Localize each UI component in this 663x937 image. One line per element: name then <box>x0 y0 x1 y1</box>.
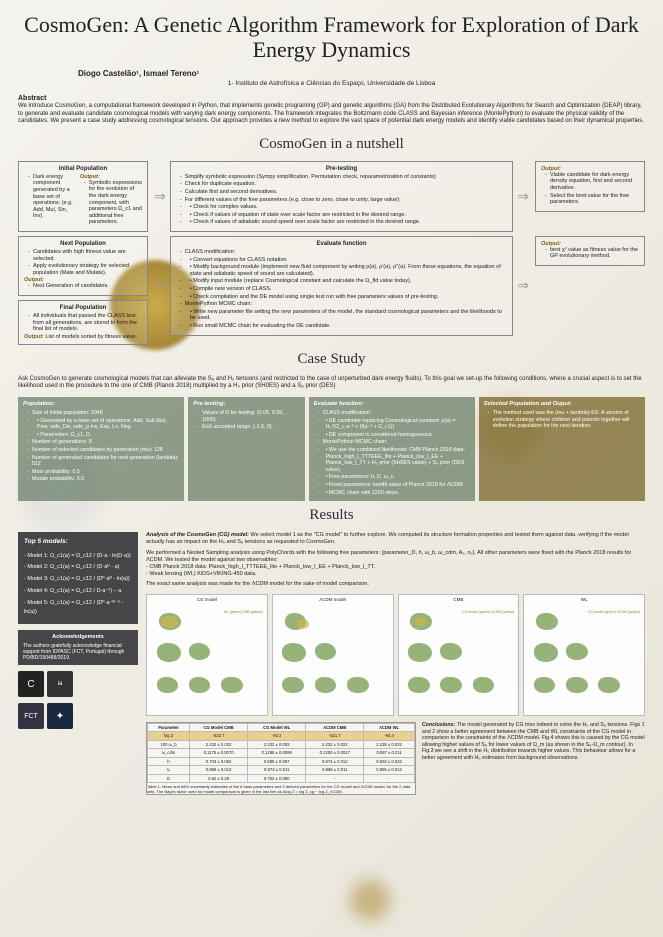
arrow-icon: ⇒ <box>154 161 166 232</box>
analysis-column: Analysis of the CosmoGen (CG) model: We … <box>146 532 645 795</box>
nextpop-output: Next Generation of candidates. <box>24 283 142 290</box>
nutshell-grid: Initial Population Dark energy component… <box>18 161 645 345</box>
case-pretesting: Pre-testing: Values of D for testing: (0… <box>188 397 304 502</box>
params-table: Parameter CG Model CMB CG Model WL ΛCDM … <box>146 722 416 795</box>
conclusions-label: Conclusions: <box>422 722 456 728</box>
finalpop-items: All individuals that passed the CLASS te… <box>24 313 142 333</box>
abstract-text: We introduce CosmoGen, a computational f… <box>18 103 645 126</box>
conclusions: Conclusions: The model generated by CG t… <box>422 722 645 795</box>
box-output-eval: Output: best χ² value as fitness value f… <box>535 236 645 266</box>
table-row: 100 ω_b2.232 ± 0.0222.232 ± 0.0022.232 ±… <box>148 740 415 748</box>
acknowledgements: Acknowledgements The authors gratefully … <box>18 630 138 665</box>
box-evaluate: Evaluate function CLASS modification: • … <box>170 236 514 336</box>
initpop-output: Symbolic expressions for the evolution o… <box>80 180 142 226</box>
model-item: - Model 1: Ω_c1(a) = Ω_c12 / (D·a - ln(D… <box>24 552 132 561</box>
model-item: - Model 2: Ω_c1(a) = Ω_c12 / (D·aᴰ - a) <box>24 563 132 572</box>
authors: Diogo Castelão¹, Ismael Tereno¹ <box>78 69 645 78</box>
case-population: Population: Size of Initial population: … <box>18 397 184 502</box>
table-row: ω_cdm0.1175 ± 0.00700.1296 ± 0.00980.120… <box>148 749 415 757</box>
box-pretesting: Pre-testing Simplify symbolic expression… <box>170 161 514 232</box>
case-box-title: Evaluate function: <box>314 401 470 408</box>
section-results: Results <box>18 507 645 524</box>
table-row: log Z-522.7-93.2-521.7-94.4 <box>148 732 415 740</box>
arrow-icon: ⇒ <box>154 236 166 336</box>
plot-legend: WL (green) CMB (yellow) <box>224 610 263 615</box>
table-row: h0.703 ± 0.0620.685 ± 0.0670.674 ± 0.012… <box>148 757 415 765</box>
logo-ciencias: C <box>18 671 44 697</box>
ack-text: The authors gratefully acknowledge finan… <box>23 643 133 661</box>
case-selected-output: Selected Population and Ouput: The metho… <box>479 397 645 502</box>
nextpop-items: Candidates with high fitness value are s… <box>24 249 142 276</box>
conclusions-text: The model generated by CG tries indeed t… <box>422 722 645 761</box>
case-pre-items: Values of D for testing: (0.05, 0.95, 10… <box>193 410 299 431</box>
arrow-icon: ⇒ <box>517 161 529 232</box>
corner-plot-wl: WL CG model (green) ΛCDM (yellow) <box>523 594 645 716</box>
table-caption: Table 1: Mean and 68% uncertainty estima… <box>147 785 415 794</box>
out1-items: Viable candidate for dark energy density… <box>541 172 639 206</box>
case-pop-items: Size of Initial population: 2048 • Gener… <box>23 410 179 483</box>
output-label: Output: <box>24 334 44 340</box>
results-grid: Top 5 models: - Model 1: Ω_c1(a) = Ω_c12… <box>18 532 645 795</box>
table-conclusions-row: Parameter CG Model CMB CG Model WL ΛCDM … <box>146 722 645 795</box>
pretest-items: Simplify symbolic expression (Sympy simp… <box>176 174 508 226</box>
section-nutshell: CosmoGen in a nutshell <box>18 136 645 153</box>
case-intro: Ask CosmoGen to generate cosmological mo… <box>18 376 645 391</box>
box-initial-population: Initial Population Dark energy component… <box>18 161 148 232</box>
ack-title: Acknowledgements <box>23 634 133 641</box>
table-row: nₛ0.969 ± 0.0130.973 ± 0.0110.966 ± 0.01… <box>148 766 415 774</box>
case-box-title: Pre-testing: <box>193 401 299 408</box>
abstract-label: Abstract <box>18 95 645 104</box>
table-row: D0.52 ± 0.290.702 ± 0.050-- <box>148 774 415 782</box>
box-next-population: Next Population Candidates with high fit… <box>18 236 148 296</box>
decorative-splash <box>350 880 390 920</box>
plot-title: CG model <box>147 597 267 603</box>
plot-title: ΛCDM model <box>273 597 393 603</box>
box-output-pretest: Output: Viable candidate for dark energy… <box>535 161 645 212</box>
poster-title: CosmoGen: A Genetic Algorithm Framework … <box>18 12 645 63</box>
case-eval-items: CLASS modification: • DE candidate repla… <box>314 410 470 496</box>
plot-legend: CG model (green) ΛCDM (yellow) <box>588 610 640 615</box>
model-item: - Model 5: Ω_c1(a) = Ω_c12 / (Dᴾ·a⁻ᴰ⁻² -… <box>24 599 132 617</box>
case-box-title: Population: <box>23 401 179 408</box>
logos-row: C ia <box>18 671 138 697</box>
analysis-bold: Analysis of the CosmoGen (CG) model: <box>146 532 249 538</box>
box-title: Evaluate function <box>176 241 508 247</box>
logo-ia: ia <box>47 671 73 697</box>
initpop-items: Dark energy component generated by a bas… <box>24 174 76 227</box>
corner-plot-cmb: CMB CG model (green) ΛCDM (yellow) <box>398 594 520 716</box>
top5-title: Top 5 models: <box>24 537 132 547</box>
table-header-row: Parameter CG Model CMB CG Model WL ΛCDM … <box>148 724 415 732</box>
case-sel-items: The method used was the (mu + lambda)-ES… <box>484 410 640 430</box>
out2-items: best χ² value as fitness value for the G… <box>541 247 639 260</box>
corner-plot-cg: CG model WL (green) CMB (yellow) <box>146 594 268 716</box>
analysis-item: - CMB Planck 2018 data: Planck_high_l_TT… <box>146 564 645 571</box>
top5-models: Top 5 models: - Model 1: Ω_c1(a) = Ω_c12… <box>18 532 138 624</box>
box-final-population: Final Population All individuals that pa… <box>18 300 148 345</box>
logo-idpasc: ✦ <box>47 703 73 729</box>
corner-plots-row: CG model WL (green) CMB (yellow) ΛCDM mo… <box>146 594 645 716</box>
box-title: Pre-testing <box>176 166 508 172</box>
plot-legend: CG model (green) ΛCDM (yellow) <box>462 610 514 615</box>
case-evaluate: Evaluate function: CLASS modification: •… <box>309 397 475 502</box>
logos-row: FCT ✦ <box>18 703 138 729</box>
plot-title: WL <box>524 597 644 603</box>
model-item: - Model 4: Ω_c1(a) = Ω_c12 / D·a⁻²) − a <box>24 587 132 596</box>
case-box-title: Selected Population and Ouput: <box>484 401 640 408</box>
evalfn-items: CLASS modification: • Convert equations … <box>176 249 508 330</box>
affiliation: 1- Instituto de Astrofísica e Ciências d… <box>18 80 645 87</box>
section-case: Case Study <box>18 351 645 368</box>
box-title: Final Population <box>24 305 142 311</box>
model-item: - Model 3: Ω_c1(a) = Ω_c12 / (Dᴾ·aᴰ - ln… <box>24 575 132 584</box>
corner-plot-lcdm: ΛCDM model <box>272 594 394 716</box>
case-grid: Population: Size of Initial population: … <box>18 397 645 502</box>
box-title: Initial Population <box>24 166 142 172</box>
plot-title: CMB <box>399 597 519 603</box>
analysis-item: - Weak lensing (WL) KiDS+VIKING-450 data… <box>146 571 645 578</box>
abstract-box: Abstract We introduce CosmoGen, a comput… <box>18 95 645 126</box>
analysis-text: The exact same analysis was made for the… <box>146 581 645 588</box>
analysis-text: We performed a Nested Sampling analysis … <box>146 550 645 564</box>
box-title: Next Population <box>24 241 142 247</box>
arrow-icon: ⇒ <box>517 236 529 336</box>
logo-fct: FCT <box>18 703 44 729</box>
